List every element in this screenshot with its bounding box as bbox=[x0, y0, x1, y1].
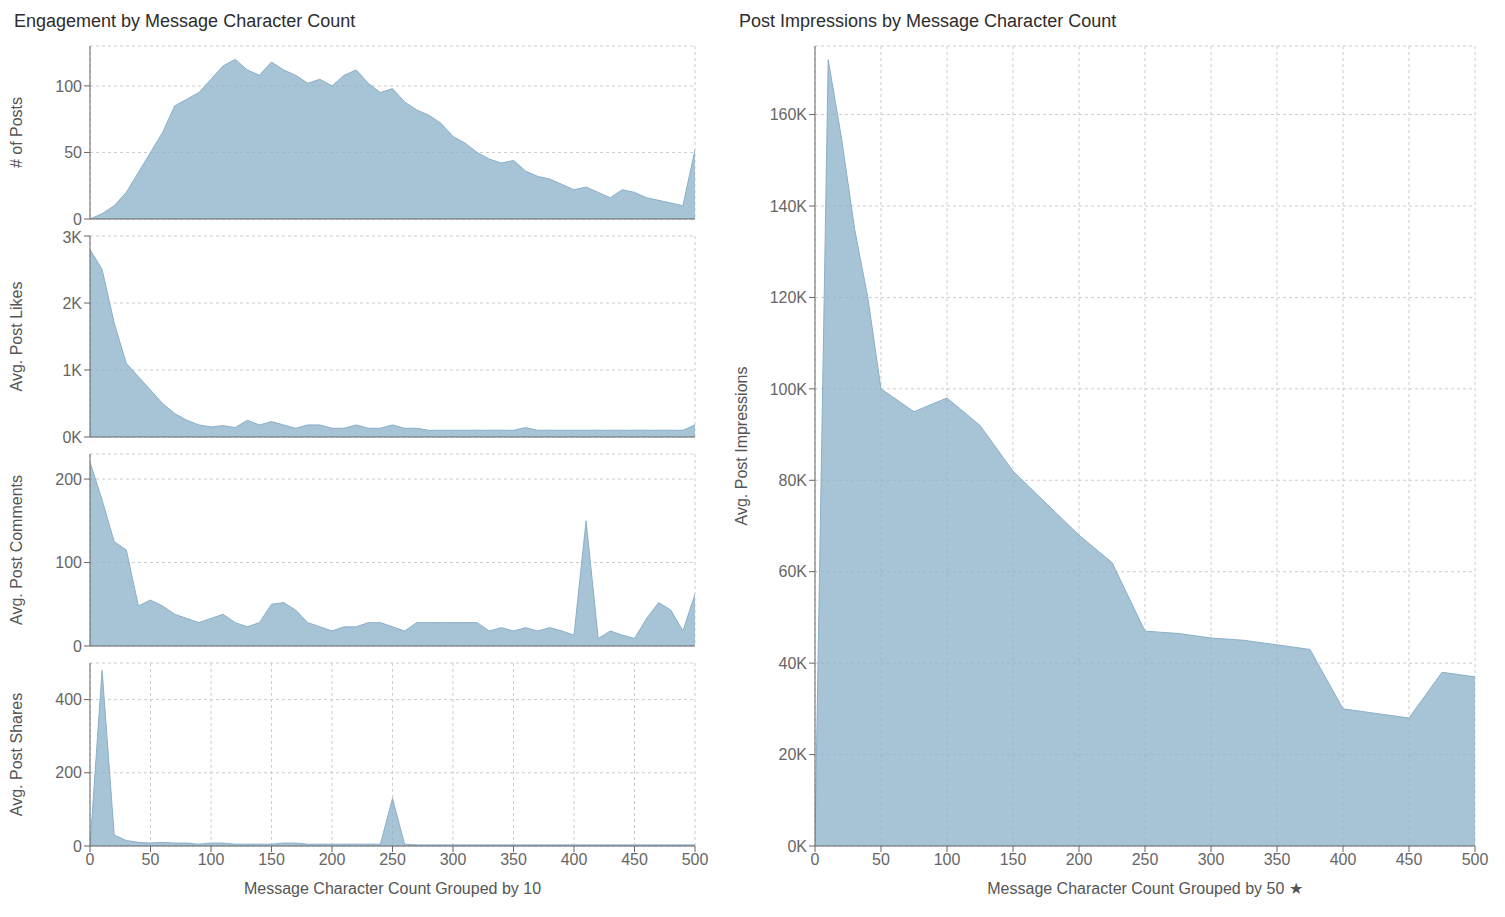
svg-text:40K: 40K bbox=[779, 655, 808, 672]
svg-text:450: 450 bbox=[621, 851, 648, 868]
svg-text:0: 0 bbox=[73, 838, 82, 855]
svg-text:Avg. Post Shares: Avg. Post Shares bbox=[8, 693, 25, 816]
svg-text:100: 100 bbox=[198, 851, 225, 868]
svg-text:20K: 20K bbox=[779, 746, 808, 763]
svg-text:200: 200 bbox=[55, 764, 82, 781]
svg-text:100K: 100K bbox=[770, 381, 808, 398]
svg-text:200: 200 bbox=[1066, 851, 1093, 868]
svg-text:160K: 160K bbox=[770, 106, 808, 123]
svg-text:Avg. Post Comments: Avg. Post Comments bbox=[8, 475, 25, 625]
svg-text:400: 400 bbox=[1330, 851, 1357, 868]
svg-text:Message Character Count Groupe: Message Character Count Grouped by 10 bbox=[244, 880, 541, 897]
svg-text:# of Posts: # of Posts bbox=[8, 97, 25, 168]
svg-text:300: 300 bbox=[440, 851, 467, 868]
svg-text:50: 50 bbox=[64, 144, 82, 161]
svg-text:500: 500 bbox=[682, 851, 709, 868]
svg-text:250: 250 bbox=[379, 851, 406, 868]
svg-text:250: 250 bbox=[1132, 851, 1159, 868]
svg-text:50: 50 bbox=[142, 851, 160, 868]
svg-text:0: 0 bbox=[811, 851, 820, 868]
svg-text:100: 100 bbox=[934, 851, 961, 868]
svg-text:0K: 0K bbox=[62, 429, 82, 446]
svg-text:1K: 1K bbox=[62, 362, 82, 379]
svg-text:400: 400 bbox=[55, 691, 82, 708]
svg-text:Avg. Post Impressions: Avg. Post Impressions bbox=[733, 367, 750, 526]
html-text:Post Impressions by Message Ch: Post Impressions by Message Character Co… bbox=[739, 11, 1117, 31]
svg-text:140K: 140K bbox=[770, 198, 808, 215]
svg-text:Avg. Post Likes: Avg. Post Likes bbox=[8, 282, 25, 392]
svg-text:350: 350 bbox=[500, 851, 527, 868]
svg-text:60K: 60K bbox=[779, 563, 808, 580]
svg-text:100: 100 bbox=[55, 554, 82, 571]
svg-text:200: 200 bbox=[319, 851, 346, 868]
svg-text:120K: 120K bbox=[770, 289, 808, 306]
svg-text:0K: 0K bbox=[787, 838, 807, 855]
svg-text:0: 0 bbox=[73, 638, 82, 655]
svg-text:500: 500 bbox=[1462, 851, 1489, 868]
html-text:Engagement by Message Characte: Engagement by Message Character Count bbox=[14, 11, 356, 31]
svg-text:350: 350 bbox=[1264, 851, 1291, 868]
svg-text:0: 0 bbox=[73, 211, 82, 228]
svg-text:200: 200 bbox=[55, 471, 82, 488]
svg-text:2K: 2K bbox=[62, 295, 82, 312]
svg-text:400: 400 bbox=[561, 851, 588, 868]
svg-text:100: 100 bbox=[55, 78, 82, 95]
svg-text:150: 150 bbox=[1000, 851, 1027, 868]
svg-text:3K: 3K bbox=[62, 229, 82, 246]
svg-text:Message Character Count Groupe: Message Character Count Grouped by 50 ★ bbox=[987, 880, 1303, 897]
svg-text:0: 0 bbox=[86, 851, 95, 868]
svg-text:50: 50 bbox=[872, 851, 890, 868]
svg-text:80K: 80K bbox=[779, 472, 808, 489]
svg-text:450: 450 bbox=[1396, 851, 1423, 868]
svg-text:150: 150 bbox=[258, 851, 285, 868]
svg-text:300: 300 bbox=[1198, 851, 1225, 868]
